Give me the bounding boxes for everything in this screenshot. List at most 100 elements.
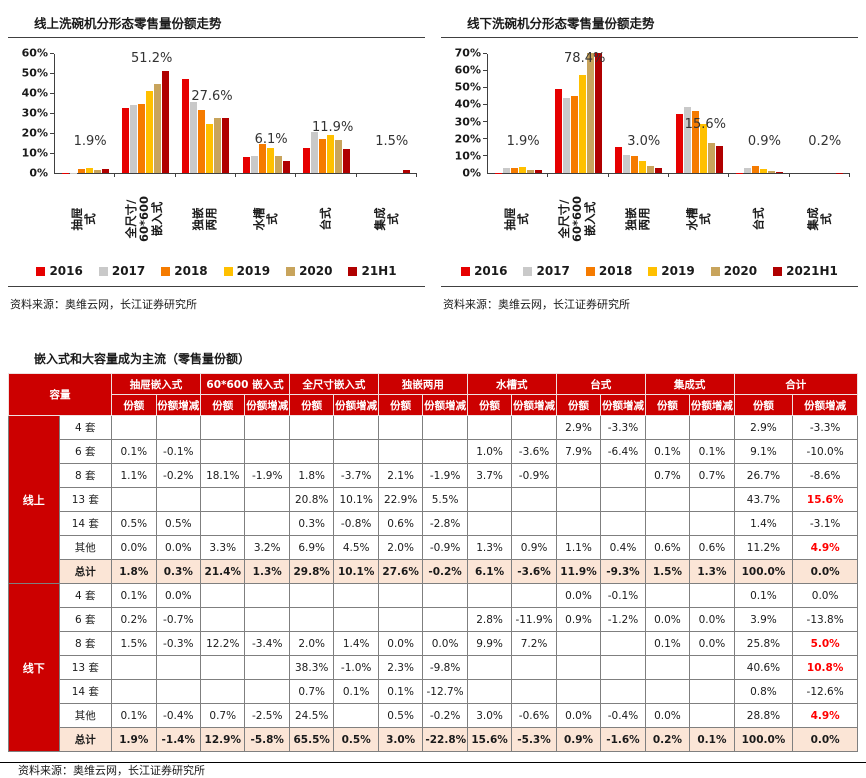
sub-header: 份额增减 bbox=[601, 395, 645, 416]
data-cell bbox=[245, 416, 289, 440]
bar-2020 bbox=[154, 84, 161, 173]
row-label: 6 套 bbox=[59, 440, 112, 464]
bar-2017 bbox=[311, 132, 318, 173]
data-cell: 1.9% bbox=[112, 728, 156, 752]
bar-2020 bbox=[214, 118, 221, 173]
data-cell bbox=[556, 488, 600, 512]
data-cell: 0.1% bbox=[645, 632, 689, 656]
data-cell: 0.9% bbox=[556, 728, 600, 752]
data-cell: -0.2% bbox=[423, 560, 467, 584]
data-cell: 0.1% bbox=[112, 584, 156, 608]
data-cell: 6.1% bbox=[467, 560, 511, 584]
x-axis-label: 抽屉式 bbox=[487, 176, 548, 262]
header-row-sub: 份额份额增减份额份额增减份额份额增减份额份额增减份额份额增减份额份额增减份额份额… bbox=[9, 395, 858, 416]
data-cell bbox=[201, 416, 245, 440]
data-cell: 7.2% bbox=[512, 632, 556, 656]
sub-header: 份额增减 bbox=[512, 395, 556, 416]
data-cell: 0.0% bbox=[156, 536, 200, 560]
x-axis-labels: 抽屉式全尺寸/ 60*600嵌入式独嵌两用水槽式台式集成式 bbox=[487, 176, 850, 262]
data-cell: 26.7% bbox=[734, 464, 793, 488]
bar-group: 51.2% bbox=[115, 54, 175, 173]
data-cell: -3.4% bbox=[245, 632, 289, 656]
x-axis-label-text: 台式 bbox=[320, 208, 333, 231]
sub-header: 份额 bbox=[201, 395, 245, 416]
y-axis-tick: 10% bbox=[22, 148, 48, 159]
bar-2018 bbox=[631, 156, 638, 173]
data-cell: 3.2% bbox=[245, 536, 289, 560]
data-cell: 12.9% bbox=[201, 728, 245, 752]
data-cell: -3.6% bbox=[512, 560, 556, 584]
data-label: 1.9% bbox=[507, 134, 540, 149]
data-cell bbox=[378, 416, 422, 440]
data-cell: 1.3% bbox=[245, 560, 289, 584]
sub-header: 份额 bbox=[467, 395, 511, 416]
bar-2021H1 bbox=[716, 146, 723, 173]
data-cell bbox=[690, 704, 734, 728]
data-cell bbox=[601, 512, 645, 536]
data-cell: 0.5% bbox=[378, 704, 422, 728]
bar-21H1 bbox=[283, 161, 290, 173]
data-label: 0.2% bbox=[808, 134, 841, 149]
data-cell bbox=[201, 680, 245, 704]
bar-2020 bbox=[768, 171, 775, 173]
data-cell bbox=[423, 608, 467, 632]
table-title: 嵌入式和大容量成为主流（零售量份额） bbox=[8, 350, 858, 367]
data-label: 0.9% bbox=[748, 134, 781, 149]
bar-2019 bbox=[760, 169, 767, 173]
bar-2020 bbox=[708, 143, 715, 173]
legend-swatch bbox=[348, 267, 357, 276]
y-axis-tick: 50% bbox=[455, 82, 481, 93]
bar-2017 bbox=[503, 168, 510, 173]
legend-swatch bbox=[461, 267, 470, 276]
data-cell bbox=[512, 416, 556, 440]
data-cell: 18.1% bbox=[201, 464, 245, 488]
sub-header: 份额 bbox=[112, 395, 156, 416]
y-axis-tick: 60% bbox=[455, 65, 481, 76]
data-cell bbox=[334, 584, 378, 608]
data-cell bbox=[156, 680, 200, 704]
data-cell bbox=[690, 416, 734, 440]
data-cell: 0.7% bbox=[289, 680, 333, 704]
data-cell bbox=[245, 656, 289, 680]
data-cell bbox=[645, 584, 689, 608]
data-cell: 22.9% bbox=[378, 488, 422, 512]
data-cell: 29.8% bbox=[289, 560, 333, 584]
row-label: 8 套 bbox=[59, 632, 112, 656]
y-tick-mark bbox=[483, 104, 487, 105]
data-cell bbox=[245, 584, 289, 608]
source-note: 资料来源：奥维云网，长江证券研究所 bbox=[8, 287, 425, 312]
data-cell: 100.0% bbox=[734, 560, 793, 584]
data-cell: 3.0% bbox=[378, 728, 422, 752]
data-cell: 0.0% bbox=[378, 632, 422, 656]
bar-21H1 bbox=[343, 149, 350, 173]
data-cell: -9.8% bbox=[423, 656, 467, 680]
data-cell: 0.0% bbox=[645, 608, 689, 632]
y-tick-mark bbox=[483, 138, 487, 139]
corner-cell: 容量 bbox=[9, 374, 112, 416]
legend-label: 2019 bbox=[237, 264, 270, 278]
legend-item-2018: 2018 bbox=[586, 264, 632, 278]
data-cell bbox=[289, 608, 333, 632]
bar-2019 bbox=[639, 161, 646, 173]
data-cell bbox=[645, 512, 689, 536]
legend-label: 2020 bbox=[724, 264, 757, 278]
y-tick-mark bbox=[483, 53, 487, 54]
data-cell: 4.9% bbox=[793, 704, 858, 728]
data-cell: 0.3% bbox=[289, 512, 333, 536]
data-cell bbox=[378, 608, 422, 632]
data-cell bbox=[467, 680, 511, 704]
charts-row: 线上洗碗机分形态零售量份额走势 0%10%20%30%40%50%60%1.9%… bbox=[8, 8, 858, 312]
bar-2020 bbox=[275, 156, 282, 173]
x-axis-label: 全尺寸/ 60*600嵌入式 bbox=[548, 176, 609, 262]
data-cell: -13.8% bbox=[793, 608, 858, 632]
data-cell bbox=[334, 440, 378, 464]
group-header: 台式 bbox=[556, 374, 645, 395]
data-cell bbox=[690, 680, 734, 704]
data-cell: 2.8% bbox=[467, 608, 511, 632]
sub-header: 份额 bbox=[289, 395, 333, 416]
x-axis-label-text: 台式 bbox=[753, 208, 766, 231]
data-cell bbox=[601, 632, 645, 656]
